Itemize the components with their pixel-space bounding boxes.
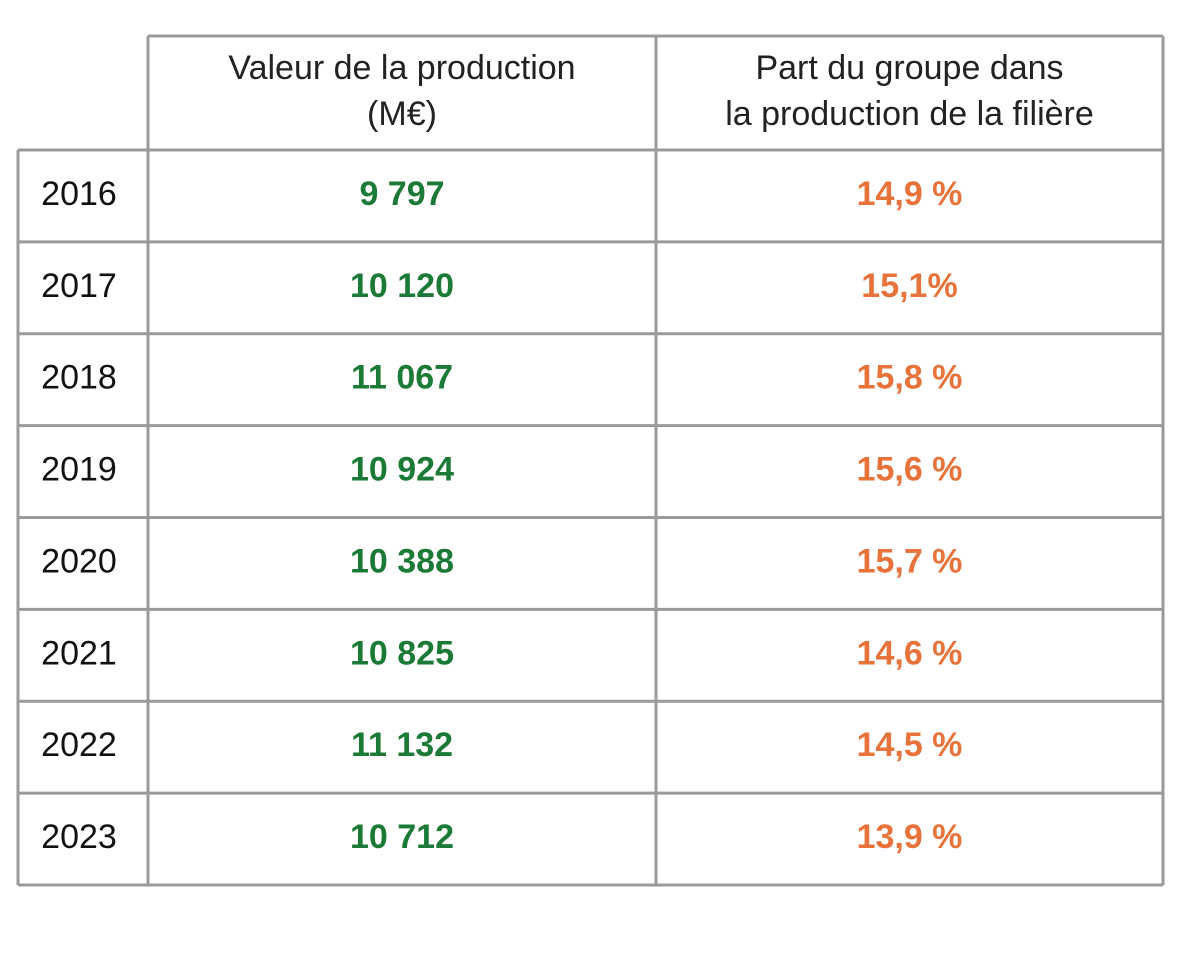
- year: 2019: [41, 451, 117, 489]
- production-value: 10 388: [350, 542, 454, 580]
- year: 2022: [41, 726, 117, 764]
- header-text: Valeur de la production: [228, 49, 575, 87]
- header-text: la production de la filière: [725, 95, 1094, 133]
- group-share: 14,5 %: [857, 726, 963, 764]
- production-value: 10 712: [350, 818, 454, 856]
- group-share: 14,6 %: [857, 634, 963, 672]
- production-value: 11 132: [351, 726, 453, 764]
- production-value: 10 120: [350, 267, 454, 305]
- production-value: 10 924: [350, 451, 454, 489]
- group-share: 15,7 %: [857, 542, 963, 580]
- group-share: 15,6 %: [857, 451, 963, 489]
- production-value: 11 067: [351, 359, 453, 397]
- production-value: 10 825: [350, 634, 454, 672]
- year: 2017: [41, 267, 117, 305]
- group-share: 13,9 %: [857, 818, 963, 856]
- header-text: (M€): [367, 95, 437, 133]
- group-share: 15,8 %: [857, 359, 963, 397]
- header-text: Part du groupe dans: [755, 49, 1063, 87]
- group-share: 14,9 %: [857, 175, 963, 213]
- year: 2018: [41, 359, 117, 397]
- year: 2021: [41, 634, 117, 672]
- year: 2020: [41, 542, 117, 580]
- production-value: 9 797: [359, 175, 444, 213]
- year: 2016: [41, 175, 117, 213]
- group-share: 15,1%: [861, 267, 957, 305]
- year: 2023: [41, 818, 117, 856]
